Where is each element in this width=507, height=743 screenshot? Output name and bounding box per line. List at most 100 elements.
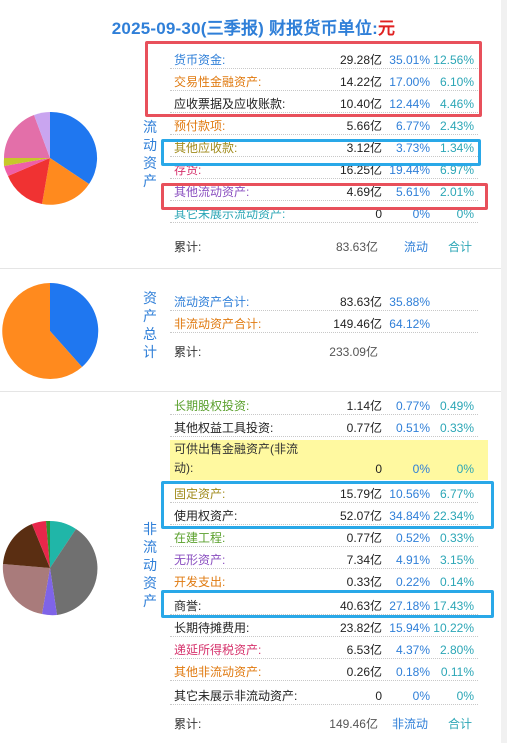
total-sum-link[interactable]: 合计 <box>447 717 472 731</box>
row-label[interactable]: 其他流动资产: <box>174 185 250 199</box>
pie-slice-noncurrent-total <box>2 283 82 379</box>
row-label[interactable]: 长期股权投资: <box>174 399 250 413</box>
table-row[interactable]: 在建工程: 0.77亿 0.52% 0.33% <box>170 528 478 549</box>
row-percent-total: 0.33% <box>439 531 474 545</box>
table-row[interactable]: 其它未展示流动资产: 0 0% 0% <box>170 204 478 225</box>
row-value: 0 <box>375 207 382 221</box>
table-row[interactable]: 其他流动资产: 4.69亿 5.61% 2.01% <box>170 182 478 203</box>
row-percent-total: 3.15% <box>439 553 474 567</box>
row-percent-total: 6.10% <box>439 75 474 89</box>
row-percent-category: 64.12% <box>389 317 430 331</box>
row-percent-total: 2.43% <box>439 119 474 133</box>
row-label[interactable]: 其他非流动资产: <box>174 665 262 679</box>
pie-slice-cash <box>50 111 98 184</box>
row-label[interactable]: 其它未展示流动资产: <box>174 207 286 221</box>
row-label[interactable]: 在建工程: <box>174 531 226 545</box>
total-value: 83.63亿 <box>335 240 378 254</box>
table-row[interactable]: 其他非流动资产: 0.26亿 0.18% 0.11% <box>170 662 478 683</box>
table-row[interactable]: 交易性金融资产: 14.22亿 17.00% 6.10% <box>170 72 478 93</box>
row-percent-category: 27.18% <box>389 599 430 613</box>
row-percent-total: 10.22% <box>433 621 474 635</box>
table-row[interactable]: 长期待摊费用: 23.82亿 15.94% 10.22% <box>170 618 478 639</box>
total-kind[interactable]: 非流动 <box>391 717 428 731</box>
table-row[interactable]: 存货: 16.25亿 19.44% 6.97% <box>170 160 478 181</box>
row-percent-total: 6.97% <box>439 163 474 177</box>
row-percent-total: 0.49% <box>439 399 474 413</box>
row-label[interactable]: 商誉: <box>174 599 202 613</box>
table-row[interactable]: 其他权益工具投资: 0.77亿 0.51% 0.33% <box>170 418 478 439</box>
table-row[interactable]: 货币资金: 29.28亿 35.01% 12.56% <box>170 50 478 71</box>
row-percent-category: 0.18% <box>395 665 430 679</box>
row-value: 0.77亿 <box>346 421 382 435</box>
pie-slice-rou <box>50 529 98 615</box>
row-label[interactable]: 开发支出: <box>174 575 226 589</box>
table-row[interactable]: 递延所得税资产: 6.53亿 4.37% 2.80% <box>170 640 478 661</box>
row-label[interactable]: 其他应收款: <box>174 141 238 155</box>
row-percent-total: 22.34% <box>433 509 474 523</box>
row-label[interactable]: 非流动资产合计: <box>174 317 262 331</box>
currency-unit: 元 <box>378 19 396 38</box>
noncurrent-assets-pie <box>2 520 98 616</box>
table-row[interactable]: 预付款项: 5.66亿 6.77% 2.43% <box>170 116 478 137</box>
available-for-sale-label[interactable]: 可供出售金融资产(非流 动): <box>174 442 298 475</box>
row-label[interactable]: 其它未展示非流动资产: <box>174 689 298 703</box>
row-label[interactable]: 其他权益工具投资: <box>174 421 274 435</box>
table-row[interactable]: 应收票据及应收账款: 10.40亿 12.44% 4.46% <box>170 94 478 115</box>
current-assets-vertical-label: 流动资产 <box>143 119 157 189</box>
row-percent-category: 0.51% <box>395 421 430 435</box>
table-row[interactable]: 固定资产: 15.79亿 10.56% 6.77% <box>170 484 478 505</box>
table-row[interactable]: 其它未展示非流动资产: 0 0% 0% <box>170 686 478 707</box>
pie-slice-trading <box>42 158 89 205</box>
total-label: 累计: <box>174 345 202 359</box>
table-row[interactable]: 其他应收款: 3.12亿 3.73% 1.34% <box>170 138 478 159</box>
table-row[interactable]: 流动资产合计: 83.63亿 35.88% <box>170 292 478 313</box>
table-row[interactable]: 长期股权投资: 1.14亿 0.77% 0.49% <box>170 396 478 417</box>
table-row[interactable]: 无形资产: 7.34亿 4.91% 3.15% <box>170 550 478 571</box>
row-percent-total: 0% <box>456 462 474 476</box>
row-percent-total: 0% <box>456 207 474 221</box>
row-value: 0 <box>375 689 382 703</box>
pie-slice-fixed <box>50 521 76 568</box>
table-row[interactable]: 商誉: 40.63亿 27.18% 17.43% <box>170 596 478 617</box>
total-sum-link[interactable]: 合计 <box>447 240 472 254</box>
total-assets-vertical-label: 资产总计 <box>143 290 157 360</box>
pie-slice-tax <box>32 521 50 568</box>
scrollbar[interactable] <box>501 0 507 743</box>
row-label[interactable]: 流动资产合计: <box>174 295 250 309</box>
pie-slice-prepaid <box>4 158 50 176</box>
row-value: 4.69亿 <box>346 185 382 199</box>
table-row[interactable]: 使用权资产: 52.07亿 34.84% 22.34% <box>170 506 478 527</box>
row-value: 0 <box>375 462 382 476</box>
report-header: 2025-09-30(三季报) 财报货币单位:元 <box>0 14 507 39</box>
row-value: 40.63亿 <box>339 599 382 613</box>
row-percent-category: 0.77% <box>395 399 430 413</box>
row-label[interactable]: 无形资产: <box>174 553 226 567</box>
row-label[interactable]: 存货: <box>174 163 202 177</box>
row-label[interactable]: 应收票据及应收账款: <box>174 97 286 111</box>
available-for-sale-row[interactable]: 可供出售金融资产(非流 动): 0 0% 0% <box>170 440 478 480</box>
row-percent-category: 15.94% <box>389 621 430 635</box>
table-row[interactable]: 开发支出: 0.33亿 0.22% 0.14% <box>170 572 478 593</box>
row-label[interactable]: 递延所得税资产: <box>174 643 262 657</box>
row-value: 149.46亿 <box>333 317 382 331</box>
row-label[interactable]: 交易性金融资产: <box>174 75 262 89</box>
row-label[interactable]: 长期待摊费用: <box>174 621 250 635</box>
row-percent-category: 35.88% <box>389 295 430 309</box>
row-percent-total: 0% <box>456 689 474 703</box>
row-percent-total: 4.46% <box>439 97 474 111</box>
total-row: 累计: 83.63亿 流动 合计 <box>170 237 478 258</box>
table-row[interactable]: 非流动资产合计: 149.46亿 64.12% <box>170 314 478 335</box>
total-value: 233.09亿 <box>329 345 378 359</box>
report-title: 2025-09-30(三季报) 财报货币单位: <box>111 19 379 38</box>
row-percent-total: 2.80% <box>439 643 474 657</box>
pie-slice-intangible <box>42 568 57 616</box>
row-value: 0.33亿 <box>346 575 382 589</box>
row-label[interactable]: 货币资金: <box>174 53 226 67</box>
row-percent-category: 0.52% <box>395 531 430 545</box>
row-label[interactable]: 固定资产: <box>174 487 226 501</box>
row-percent-category: 5.61% <box>395 185 430 199</box>
total-kind[interactable]: 流动 <box>403 240 428 254</box>
row-label[interactable]: 使用权资产: <box>174 509 238 523</box>
row-percent-total: 0.33% <box>439 421 474 435</box>
row-label[interactable]: 预付款项: <box>174 119 226 133</box>
